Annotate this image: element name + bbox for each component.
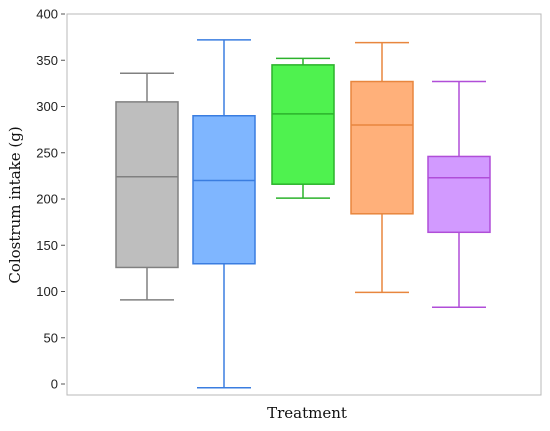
box-plot-3 (271, 57, 335, 199)
plot-frame (66, 13, 542, 396)
box-plot-2 (192, 39, 256, 389)
iqr-box (427, 155, 491, 234)
y-tick-label: 50 (44, 330, 58, 345)
box-plot-5 (427, 80, 491, 308)
iqr-box (271, 64, 335, 185)
y-tick-label: 150 (36, 238, 58, 253)
x-axis-label: Treatment (267, 404, 347, 422)
iqr-box (350, 80, 414, 215)
y-tick-label: 350 (36, 53, 58, 68)
y-axis-label: Colostrum intake (g) (6, 126, 24, 283)
y-tick-label: 200 (36, 192, 58, 207)
box-plot-1 (115, 72, 179, 301)
box-plot-4 (350, 41, 414, 294)
y-tick-label: 400 (36, 7, 58, 22)
y-tick-label: 100 (36, 284, 58, 299)
y-axis-ticks: 0 50 100 150 200 250 300 350 400 (36, 7, 65, 392)
y-tick-label: 0 (51, 377, 58, 392)
y-tick-label: 250 (36, 145, 58, 160)
box-series-group (115, 39, 491, 389)
y-tick-label: 300 (36, 99, 58, 114)
iqr-box (192, 115, 256, 265)
iqr-box (115, 101, 179, 269)
